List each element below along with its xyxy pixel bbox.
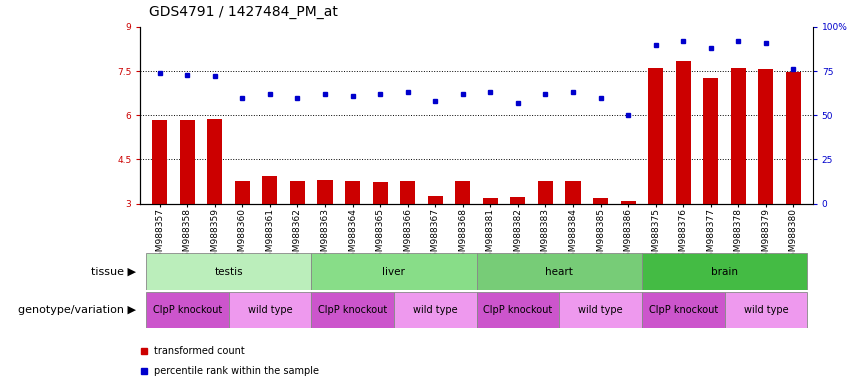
Bar (208, 119, 222, 204)
Text: GDS4791 / 1427484_PM_at: GDS4791 / 1427484_PM_at (149, 5, 338, 19)
Bar (477, 253, 642, 290)
Bar (620, 200, 636, 204)
Text: tissue ▶: tissue ▶ (91, 266, 136, 277)
Bar (180, 121, 195, 204)
Text: heart: heart (545, 266, 574, 277)
Text: wild type: wild type (413, 305, 458, 315)
Text: ClpP knockout: ClpP knockout (318, 305, 387, 315)
Bar (703, 78, 718, 204)
Text: genotype/variation ▶: genotype/variation ▶ (18, 305, 136, 315)
Text: wild type: wild type (578, 305, 623, 315)
Bar (146, 292, 229, 328)
Text: wild type: wild type (744, 305, 788, 315)
Bar (290, 182, 305, 204)
Text: wild type: wild type (248, 305, 292, 315)
Bar (559, 292, 642, 328)
Bar (565, 182, 580, 204)
Text: ClpP knockout: ClpP knockout (483, 305, 552, 315)
Bar (152, 120, 168, 204)
Text: percentile rank within the sample: percentile rank within the sample (154, 366, 319, 376)
Bar (311, 292, 394, 328)
Bar (648, 68, 663, 204)
Text: ClpP knockout: ClpP knockout (648, 305, 718, 315)
Bar (235, 182, 250, 204)
Bar (400, 180, 415, 204)
Text: liver: liver (382, 266, 405, 277)
Bar (676, 61, 691, 204)
Bar (731, 68, 745, 204)
Bar (724, 292, 808, 328)
Bar (642, 292, 724, 328)
Bar (511, 197, 525, 204)
Bar (785, 72, 801, 204)
Bar (477, 292, 559, 328)
Bar (311, 253, 477, 290)
Bar (642, 253, 808, 290)
Text: brain: brain (711, 266, 738, 277)
Text: transformed count: transformed count (154, 346, 244, 356)
Bar (394, 292, 477, 328)
Bar (262, 175, 277, 204)
Bar (146, 253, 311, 290)
Bar (373, 182, 388, 204)
Bar (455, 180, 471, 204)
Bar (428, 196, 443, 204)
Text: testis: testis (214, 266, 243, 277)
Bar (758, 69, 774, 204)
Bar (483, 198, 498, 204)
Bar (345, 182, 360, 204)
Bar (593, 198, 608, 204)
Bar (317, 180, 333, 204)
Bar (538, 182, 553, 204)
Text: ClpP knockout: ClpP knockout (152, 305, 222, 315)
Bar (229, 292, 311, 328)
